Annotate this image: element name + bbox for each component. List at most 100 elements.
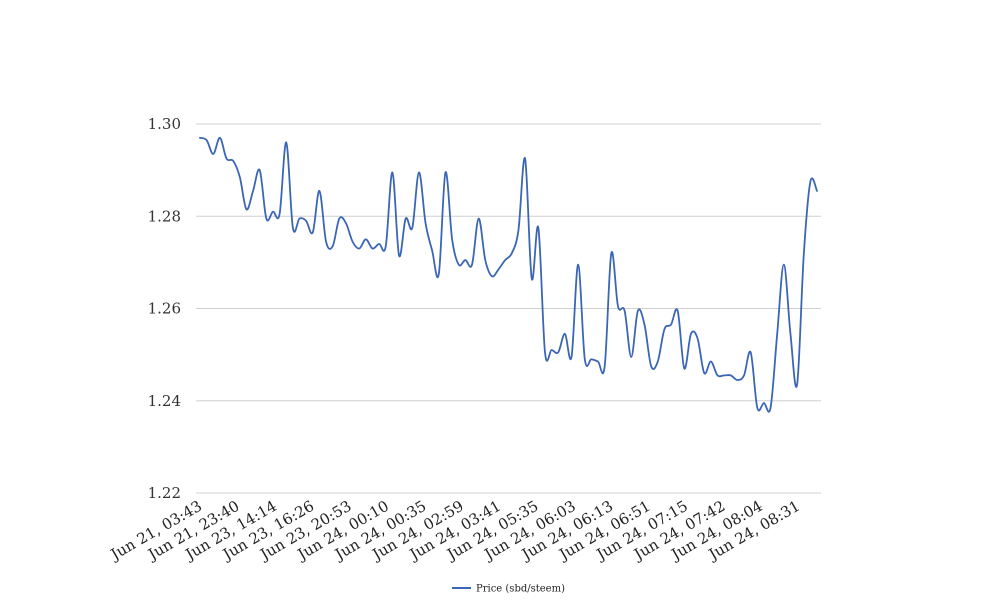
data-point — [205, 139, 207, 141]
data-point — [676, 310, 678, 312]
data-point — [358, 247, 360, 249]
data-point — [604, 365, 606, 367]
data-point — [245, 208, 247, 210]
legend: Price (sbd/steem) — [452, 584, 565, 595]
y-tick-label: 1.30 — [148, 115, 181, 133]
data-point — [504, 259, 506, 261]
data-point — [385, 245, 387, 247]
data-point — [212, 153, 214, 155]
data-point — [537, 227, 539, 229]
data-point — [643, 323, 645, 325]
gridlines — [196, 123, 821, 494]
data-points — [199, 137, 818, 409]
data-point — [789, 333, 791, 335]
data-point — [670, 323, 672, 325]
data-point — [464, 259, 466, 261]
data-point — [199, 137, 201, 139]
data-point — [796, 383, 798, 385]
data-point — [584, 358, 586, 360]
data-point — [564, 333, 566, 335]
data-point — [418, 171, 420, 173]
data-point — [550, 349, 552, 351]
data-point — [298, 217, 300, 219]
y-tick-label: 1.26 — [148, 300, 181, 318]
data-point — [477, 217, 479, 219]
data-point — [710, 360, 712, 362]
data-point — [265, 217, 267, 219]
data-point — [570, 356, 572, 358]
data-point — [730, 374, 732, 376]
data-point — [723, 374, 725, 376]
data-point — [338, 217, 340, 219]
data-point — [524, 157, 526, 159]
data-point — [272, 210, 274, 212]
data-point — [683, 367, 685, 369]
data-point — [484, 259, 486, 261]
data-point — [219, 137, 221, 139]
y-tick-label: 1.28 — [148, 207, 181, 225]
data-point — [517, 229, 519, 231]
data-point — [491, 275, 493, 277]
data-point — [703, 372, 705, 374]
data-point — [743, 374, 745, 376]
data-point — [557, 351, 559, 353]
data-point — [431, 250, 433, 252]
legend-label: Price (sbd/steem) — [476, 584, 565, 595]
data-point — [696, 337, 698, 339]
data-point — [278, 213, 280, 215]
series-line-price — [199, 136, 818, 413]
y-tick-label: 1.24 — [148, 392, 181, 410]
data-point — [398, 254, 400, 256]
data-point — [637, 310, 639, 312]
data-point — [345, 222, 347, 224]
data-point — [617, 305, 619, 307]
data-point — [511, 252, 513, 254]
data-point — [650, 365, 652, 367]
data-point — [544, 351, 546, 353]
data-point — [749, 351, 751, 353]
data-point — [597, 360, 599, 362]
data-point — [663, 328, 665, 330]
y-axis-ticks: 1.22 1.24 1.26 1.28 1.30 — [148, 115, 181, 502]
data-point — [809, 180, 811, 182]
data-point — [769, 406, 771, 408]
data-point — [411, 227, 413, 229]
data-point — [378, 243, 380, 245]
data-point — [783, 263, 785, 265]
data-point — [285, 141, 287, 143]
data-point — [657, 360, 659, 362]
data-point — [623, 310, 625, 312]
data-point — [259, 169, 261, 171]
data-point — [451, 238, 453, 240]
data-point — [590, 358, 592, 360]
y-tick-label: 1.22 — [148, 484, 181, 502]
data-point — [305, 220, 307, 222]
data-point — [225, 157, 227, 159]
data-point — [756, 406, 758, 408]
data-point — [318, 190, 320, 192]
data-point — [444, 171, 446, 173]
data-point — [391, 171, 393, 173]
data-point — [325, 240, 327, 242]
data-point — [239, 176, 241, 178]
data-point — [630, 356, 632, 358]
data-point — [232, 160, 234, 162]
data-point — [736, 379, 738, 381]
data-point — [292, 227, 294, 229]
data-point — [404, 217, 406, 219]
data-point — [471, 263, 473, 265]
data-point — [776, 333, 778, 335]
data-point — [716, 374, 718, 376]
data-point — [803, 254, 805, 256]
data-point — [610, 252, 612, 254]
data-point — [312, 231, 314, 233]
data-point — [252, 190, 254, 192]
data-point — [438, 273, 440, 275]
data-point — [497, 268, 499, 270]
data-point — [690, 333, 692, 335]
data-point — [577, 263, 579, 265]
data-point — [531, 277, 533, 279]
data-point — [351, 240, 353, 242]
